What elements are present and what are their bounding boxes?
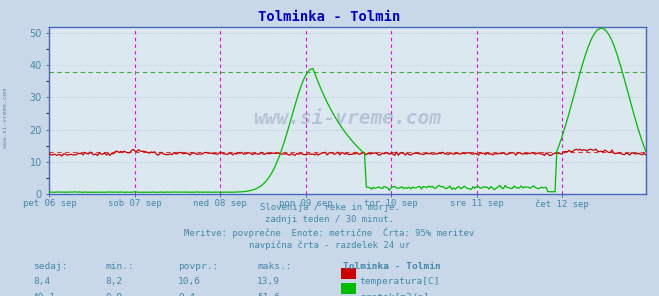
Text: sedaj:: sedaj: [33, 262, 67, 271]
Text: povpr.:: povpr.: [178, 262, 218, 271]
Text: Slovenija / reke in morje.: Slovenija / reke in morje. [260, 203, 399, 212]
Text: 49,1: 49,1 [33, 293, 56, 296]
Text: 10,6: 10,6 [178, 277, 201, 286]
Text: 0,9: 0,9 [105, 293, 123, 296]
Text: Tolminka - Tolmin: Tolminka - Tolmin [343, 262, 440, 271]
Text: 51,6: 51,6 [257, 293, 280, 296]
Text: navpična črta - razdelek 24 ur: navpična črta - razdelek 24 ur [249, 240, 410, 250]
Text: pretok[m3/s]: pretok[m3/s] [360, 293, 429, 296]
Text: www.si-vreme.com: www.si-vreme.com [254, 109, 442, 128]
Text: zadnji teden / 30 minut.: zadnji teden / 30 minut. [265, 215, 394, 224]
Text: Tolminka - Tolmin: Tolminka - Tolmin [258, 10, 401, 24]
Text: min.:: min.: [105, 262, 134, 271]
Text: 8,2: 8,2 [105, 277, 123, 286]
Text: www.si-vreme.com: www.si-vreme.com [3, 89, 8, 148]
Text: Meritve: povprečne  Enote: metrične  Črta: 95% meritev: Meritve: povprečne Enote: metrične Črta:… [185, 228, 474, 238]
Text: 8,4: 8,4 [33, 277, 50, 286]
Text: 13,9: 13,9 [257, 277, 280, 286]
Text: temperatura[C]: temperatura[C] [360, 277, 440, 286]
Text: 9,4: 9,4 [178, 293, 195, 296]
Text: maks.:: maks.: [257, 262, 291, 271]
